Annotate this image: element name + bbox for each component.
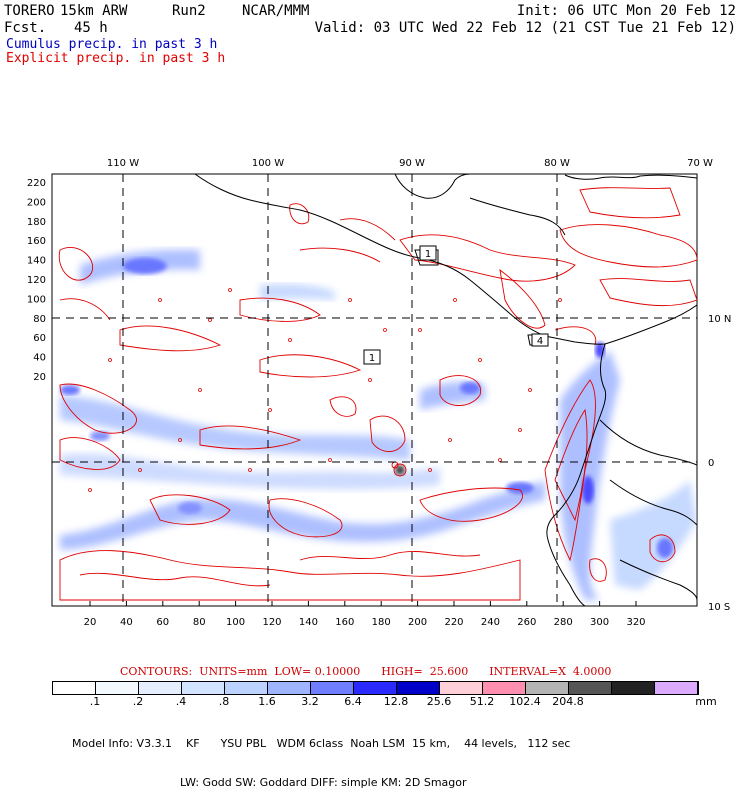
color-scale-label: .2 (132, 695, 144, 708)
x-tick-label: 300 (590, 617, 609, 628)
y-tick-label: 200 (27, 197, 46, 208)
color-scale-swatch (182, 682, 225, 694)
lon-label: 110 W (107, 158, 139, 169)
x-tick-label: 40 (120, 617, 133, 628)
valid-time: Valid: 03 UTC Wed 22 Feb 12 (21 CST Tue … (314, 20, 736, 36)
region-box-label: 1 (369, 353, 375, 364)
y-tick-label: 40 (33, 353, 46, 364)
latitude-labels: 10 N 0 10 S (708, 314, 731, 613)
x-tick-label: 200 (408, 617, 427, 628)
color-scale-swatch (139, 682, 182, 694)
color-scale-swatch (225, 682, 268, 694)
y-tick-label: 220 (27, 178, 46, 189)
color-scale-swatch (569, 682, 612, 694)
x-tick-label: 100 (226, 617, 245, 628)
color-scale-swatch (612, 682, 655, 694)
color-scale-label: 102.4 (509, 695, 541, 708)
lon-label: 80 W (544, 158, 570, 169)
lat-label: 10 S (708, 602, 730, 613)
color-scale-label: .1 (89, 695, 101, 708)
region-box-label: 4 (537, 336, 543, 347)
y-index-ticks: 220 200 180 160 140 120 100 80 60 40 20 (27, 178, 46, 383)
model-info: Model Info: V3.3.1 KF YSU PBL WDM 6class… (72, 711, 570, 802)
y-tick-label: 100 (27, 294, 46, 305)
cumulus-legend: Cumulus precip. in past 3 h (6, 37, 218, 52)
model-resolution: 15km ARW (60, 3, 128, 19)
contours-info: CONTOURS: UNITS=mm LOW= 0.10000 HIGH= 25… (120, 665, 612, 678)
explicit-legend: Explicit precip. in past 3 h (6, 51, 226, 66)
color-scale-swatch (440, 682, 483, 694)
color-scale-swatch (311, 682, 354, 694)
color-scale-label: 204.8 (552, 695, 584, 708)
x-tick-label: 240 (481, 617, 500, 628)
scattered-precip-cells (88, 288, 562, 492)
color-scale-swatch (397, 682, 440, 694)
color-scale-label: 6.4 (344, 695, 362, 708)
x-tick-label: 320 (626, 617, 645, 628)
precip-map: 1 1 4 110 W 100 W 90 W 80 W 70 W 10 N 0 … (27, 158, 731, 628)
color-scale-label: 51.2 (469, 695, 495, 708)
x-tick-label: 20 (84, 617, 97, 628)
color-scale-label: 1.6 (258, 695, 276, 708)
color-scale-label: 3.2 (301, 695, 319, 708)
x-tick-label: 280 (554, 617, 573, 628)
color-scale-swatch (354, 682, 397, 694)
cumulus-precip-field (60, 249, 697, 600)
lat-lon-grid (52, 174, 697, 606)
init-time: Init: 06 UTC Mon 20 Feb 12 (516, 3, 736, 19)
lat-label: 0 (708, 458, 714, 469)
y-tick-label: 20 (33, 372, 46, 383)
run-label: Run2 (172, 3, 206, 19)
organization: NCAR/MMM (242, 3, 310, 19)
y-tick-label: 140 (27, 256, 46, 267)
model-info-line2: LW: Godd SW: Goddard DIFF: simple KM: 2D… (180, 776, 467, 789)
x-tick-label: 140 (299, 617, 318, 628)
color-scale-swatch (483, 682, 526, 694)
model-name: TORERO (4, 3, 55, 19)
lat-label: 10 N (708, 314, 731, 325)
y-tick-label: 180 (27, 217, 46, 228)
color-scale-bar (52, 681, 699, 695)
y-tick-label: 160 (27, 236, 46, 247)
forecast-label: Fcst. (4, 20, 47, 36)
x-tick-label: 60 (156, 617, 169, 628)
y-tick-label: 120 (27, 275, 46, 286)
x-tick-label: 220 (444, 617, 463, 628)
color-scale-label: 12.8 (383, 695, 409, 708)
color-scale-swatch (53, 682, 96, 694)
color-scale-swatch (268, 682, 311, 694)
region-box-label: 1 (425, 249, 431, 260)
color-scale-label: .4 (175, 695, 187, 708)
lon-label: 70 W (687, 158, 713, 169)
model-info-line1: Model Info: V3.3.1 KF YSU PBL WDM 6class… (72, 737, 571, 750)
y-tick-label: 80 (33, 314, 46, 325)
lon-label: 100 W (252, 158, 284, 169)
lon-label: 90 W (399, 158, 425, 169)
x-tick-label: 180 (372, 617, 391, 628)
longitude-labels: 110 W 100 W 90 W 80 W 70 W (107, 158, 713, 169)
x-tick-label: 160 (335, 617, 354, 628)
color-scale-swatch (96, 682, 139, 694)
color-scale-label: 25.6 (426, 695, 452, 708)
x-index-ticks: 20 40 60 80 100 120 140 160 180 200 220 240 260 280 30… (84, 601, 646, 628)
explicit-precip-contours (58, 187, 697, 601)
x-tick-label: 120 (262, 617, 281, 628)
x-tick-label: 80 (193, 617, 206, 628)
color-scale-swatch (526, 682, 569, 694)
color-scale-label: .8 (218, 695, 230, 708)
color-scale-swatch (655, 682, 698, 694)
y-tick-label: 60 (33, 333, 46, 344)
color-scale-units: mm (695, 695, 717, 708)
forecast-hours: 45 h (74, 20, 108, 36)
x-tick-label: 260 (517, 617, 536, 628)
coastlines (194, 174, 697, 606)
region-boxes: 1 1 4 (363, 245, 549, 365)
